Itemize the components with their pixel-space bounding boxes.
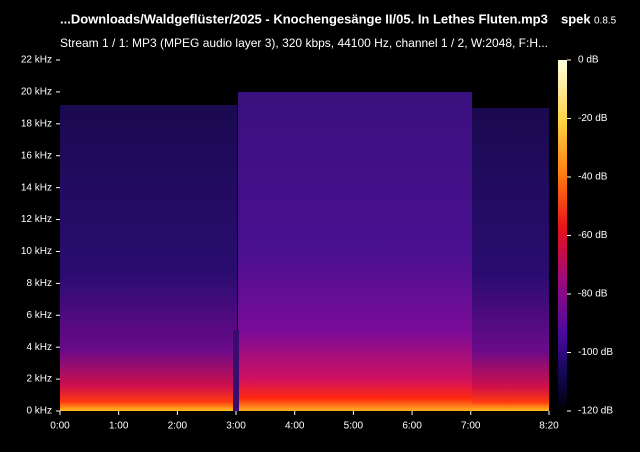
- colorbar-tick-label: -80 dB: [578, 289, 608, 300]
- spectrogram: [60, 60, 549, 411]
- colorbar-tick-label: 0 dB: [578, 55, 599, 66]
- colorbar-tick-label: -40 dB: [578, 172, 608, 183]
- x-tick-label: 7:00: [461, 421, 481, 432]
- app-name: spek: [561, 11, 591, 26]
- file-title: ...Downloads/Waldgeflüster/2025 - Knoche…: [60, 11, 548, 26]
- y-tick-label: 16 kHz: [21, 150, 52, 161]
- spectrum-gap: [233, 330, 239, 411]
- spectrum-section: [238, 92, 472, 411]
- x-tick-label: 4:00: [285, 421, 305, 432]
- y-tick-label: 18 kHz: [21, 118, 52, 129]
- y-tick-label: 22 kHz: [21, 55, 52, 66]
- stream-info: Stream 1 / 1: MP3 (MPEG audio layer 3), …: [60, 36, 548, 50]
- x-tick-label: 2:00: [168, 421, 188, 432]
- colorbar-tick-label: -20 dB: [578, 113, 608, 124]
- y-tick-label: 0 kHz: [26, 406, 52, 417]
- x-tick-label: 3:00: [226, 421, 246, 432]
- y-tick-label: 10 kHz: [21, 246, 52, 257]
- spectrum-section: [472, 108, 549, 411]
- x-tick-label: 5:00: [344, 421, 364, 432]
- x-tick-label: 8:20: [539, 421, 559, 432]
- colorbar-tick-label: -60 dB: [578, 230, 608, 241]
- colorbar-tick-label: -100 dB: [578, 347, 613, 358]
- x-tick-label: 1:00: [109, 421, 129, 432]
- y-tick-label: 2 kHz: [26, 374, 52, 385]
- y-tick-label: 4 kHz: [26, 342, 52, 353]
- spectrum-section: [60, 105, 237, 411]
- app-version: 0.8.5: [594, 16, 617, 27]
- x-tick-label: 0:00: [50, 421, 70, 432]
- y-tick-label: 14 kHz: [21, 182, 52, 193]
- y-tick-label: 12 kHz: [21, 214, 52, 225]
- colorbar-tick-label: -120 dB: [578, 406, 613, 417]
- color-bar: [558, 60, 567, 411]
- x-tick-label: 6:00: [402, 421, 422, 432]
- y-tick-label: 20 kHz: [21, 87, 52, 98]
- y-tick-label: 8 kHz: [26, 278, 52, 289]
- y-tick-label: 6 kHz: [26, 310, 52, 321]
